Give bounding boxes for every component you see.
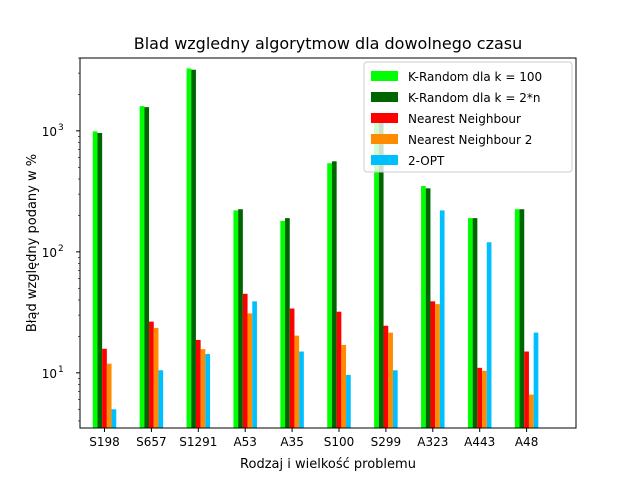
bar <box>144 107 150 428</box>
bar <box>435 304 440 428</box>
bar <box>111 409 117 428</box>
legend-swatch <box>371 113 398 123</box>
x-tick-label: S198 <box>89 435 120 449</box>
bar <box>252 301 257 428</box>
bar <box>341 344 347 428</box>
bar <box>289 308 295 428</box>
bar <box>528 394 534 428</box>
x-tick-label: A323 <box>417 435 448 449</box>
x-tick-label: A53 <box>233 435 256 449</box>
bar <box>388 332 393 428</box>
bar <box>336 311 342 428</box>
y-tick-exponent: 3 <box>58 123 64 133</box>
x-tick-label: A48 <box>515 435 538 449</box>
bar <box>482 370 487 428</box>
bar <box>285 218 290 428</box>
bar <box>153 327 159 428</box>
bar <box>242 293 248 428</box>
bar <box>514 209 520 428</box>
bar <box>139 106 145 429</box>
bar <box>519 209 525 428</box>
bar <box>280 220 286 428</box>
bar <box>299 351 304 428</box>
bar <box>106 363 112 428</box>
bar <box>467 218 473 428</box>
bar <box>294 335 300 428</box>
bar <box>200 349 206 428</box>
bar <box>247 313 253 428</box>
legend-swatch <box>371 92 398 102</box>
x-tick-label: S657 <box>136 435 167 449</box>
x-tick-label: S299 <box>371 435 402 449</box>
x-tick-label: S100 <box>324 435 355 449</box>
bar <box>439 210 445 428</box>
bar <box>186 68 192 429</box>
bars-layer <box>92 68 539 429</box>
chart-title: Blad wzgledny algorytmow dla dowolnego c… <box>134 34 523 53</box>
bar <box>158 370 164 428</box>
bar <box>421 186 426 428</box>
x-tick-label: S1291 <box>179 435 217 449</box>
bar <box>331 161 337 428</box>
x-axis-label: Rodzaj i wielkość problemu <box>240 457 416 472</box>
plot-frame <box>79 57 577 429</box>
bar <box>533 332 539 428</box>
x-tick-label: A443 <box>464 435 495 449</box>
bar <box>149 321 154 428</box>
bar <box>472 218 478 428</box>
legend-label: Nearest Neighbour 2 <box>408 133 532 147</box>
bar <box>430 301 436 428</box>
legend-label: Nearest Neighbour <box>408 112 521 126</box>
y-tick-label: 10 <box>42 367 57 381</box>
bar <box>233 210 239 428</box>
bar <box>524 351 529 428</box>
bar <box>102 348 107 428</box>
legend-swatch <box>371 134 398 144</box>
bar <box>327 163 332 428</box>
bar <box>383 325 389 428</box>
bar <box>374 116 379 428</box>
bar <box>238 209 243 428</box>
bar <box>205 354 211 428</box>
bar <box>92 131 98 428</box>
bar <box>191 69 196 428</box>
y-tick-exponent: 2 <box>58 244 64 254</box>
bar <box>97 132 103 429</box>
bar <box>392 370 398 428</box>
x-axis: S198 S657 S1291 A53 A35 S100 S299 A323 A443 A48 <box>89 428 538 449</box>
y-tick-label: 10 <box>42 125 57 139</box>
bar <box>486 242 492 428</box>
legend-label: K-Random dla k = 2*n <box>408 91 540 105</box>
legend-label: 2-OPT <box>408 154 445 168</box>
legend-swatch <box>371 155 398 165</box>
legend: K-Random dla k = 100 K-Random dla k = 2*n… <box>363 61 573 173</box>
legend-box <box>363 61 573 173</box>
y-tick-exponent: 1 <box>58 365 64 375</box>
bar <box>378 117 384 428</box>
y-tick-label: 10 <box>42 246 57 260</box>
bar <box>346 374 351 428</box>
legend-swatch <box>371 71 398 81</box>
bar <box>425 188 431 428</box>
bar <box>477 367 483 428</box>
bar <box>195 339 201 428</box>
y-axis-label: Błąd względny podany w % <box>25 154 40 332</box>
x-tick-label: A35 <box>280 435 303 449</box>
legend-label: K-Random dla k = 100 <box>408 70 542 84</box>
